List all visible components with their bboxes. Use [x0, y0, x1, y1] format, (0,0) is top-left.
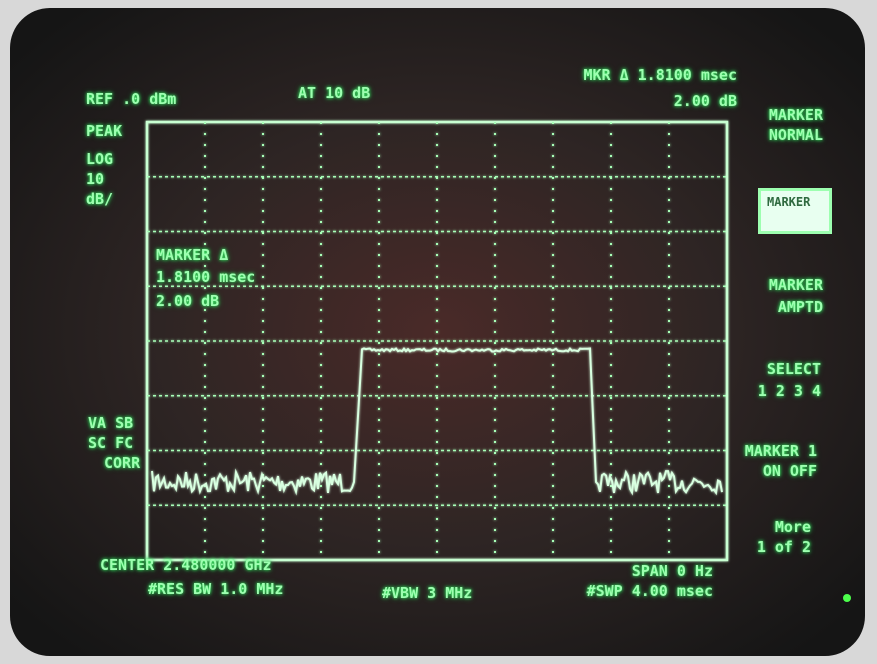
center-frequency: CENTER 2.480000 GHz	[100, 556, 272, 574]
sweep-time: #SWP 4.00 msec	[586, 582, 713, 600]
marker-annotation: 2.00 dB	[156, 292, 220, 310]
signal-trace	[151, 346, 723, 496]
softkey[interactable]: 1 2 3 4	[757, 382, 821, 400]
marker-readout: 2.00 dB	[673, 92, 737, 110]
softkey[interactable]: 1 of 2	[756, 538, 811, 556]
scale-value: 10	[86, 170, 105, 188]
status: VA SB	[88, 414, 134, 432]
scale-type: LOG	[86, 150, 114, 168]
softkey[interactable]: MARKER	[768, 106, 823, 124]
marker-readout: MKR Δ 1.8100 msec	[583, 66, 737, 84]
power-led	[843, 594, 851, 602]
softkey-active[interactable]: MARKER	[758, 188, 832, 234]
softkey[interactable]: MARKER	[768, 276, 823, 294]
softkey[interactable]: MARKER 1	[744, 442, 817, 460]
scale-unit: dB/	[86, 190, 114, 208]
resolution-bandwidth: #RES BW 1.0 MHz	[148, 580, 284, 598]
status: SC FC	[88, 434, 134, 452]
video-bandwidth: #VBW 3 MHz	[382, 584, 473, 602]
status: CORR	[104, 454, 141, 472]
softkey[interactable]: ON OFF	[762, 462, 817, 480]
softkey[interactable]: More	[774, 518, 811, 536]
softkey[interactable]: AMPTD	[777, 298, 823, 316]
marker-annotation: 1.8100 msec	[156, 268, 256, 286]
detector: PEAK	[86, 122, 123, 140]
softkey[interactable]: SELECT	[766, 360, 821, 378]
attenuation: AT 10 dB	[298, 84, 371, 102]
ref-level: REF .0 dBm	[86, 90, 177, 108]
graticule	[145, 120, 729, 562]
softkey[interactable]: NORMAL	[768, 126, 823, 144]
span: SPAN 0 Hz	[631, 562, 713, 580]
marker-annotation: MARKER Δ	[156, 246, 229, 264]
